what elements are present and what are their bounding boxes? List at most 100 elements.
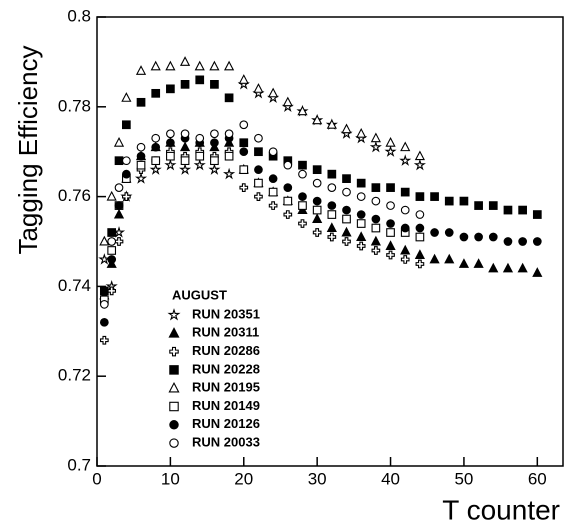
marker: [444, 228, 454, 237]
marker: [385, 136, 396, 147]
marker: [151, 156, 161, 166]
marker: [430, 228, 439, 237]
marker: [224, 93, 234, 103]
marker: [502, 262, 514, 273]
marker: [532, 267, 543, 277]
marker: [415, 223, 425, 233]
marker: [209, 60, 220, 71]
marker: [341, 226, 352, 237]
marker: [356, 192, 366, 201]
marker: [268, 87, 279, 98]
legend-label: RUN 20228: [192, 361, 260, 376]
marker: [414, 150, 425, 161]
legend-marker: [167, 308, 181, 321]
marker: [356, 127, 367, 138]
marker: [459, 196, 469, 206]
marker: [210, 129, 219, 139]
marker: [369, 140, 382, 153]
marker: [532, 210, 542, 219]
marker: [371, 196, 381, 206]
marker: [151, 88, 161, 98]
marker: [400, 244, 411, 255]
marker: [386, 228, 395, 237]
marker: [400, 141, 411, 152]
marker: [298, 219, 307, 228]
marker: [415, 259, 425, 269]
marker: [283, 160, 293, 170]
marker: [166, 129, 175, 139]
marker: [444, 253, 455, 264]
x-tick-label: 40: [381, 469, 400, 488]
marker: [238, 74, 249, 84]
marker: [114, 183, 124, 192]
marker: [223, 167, 236, 180]
marker: [342, 214, 351, 224]
marker: [210, 80, 219, 89]
legend-title: AUGUST: [172, 287, 227, 302]
marker: [371, 183, 381, 192]
marker: [356, 178, 366, 188]
marker: [312, 178, 322, 188]
marker: [107, 237, 117, 246]
marker: [178, 163, 192, 175]
marker: [210, 138, 219, 148]
marker: [384, 145, 397, 157]
marker: [371, 214, 381, 224]
marker: [208, 163, 221, 175]
marker: [268, 187, 278, 197]
marker: [327, 210, 337, 219]
marker: [99, 286, 109, 296]
marker: [254, 133, 263, 143]
marker: [180, 80, 190, 89]
marker: [114, 237, 124, 246]
marker: [121, 92, 132, 102]
marker: [415, 210, 425, 219]
marker: [239, 183, 249, 192]
marker: [429, 253, 440, 264]
marker: [151, 133, 161, 143]
marker: [239, 165, 249, 175]
marker: [400, 223, 410, 233]
marker: [166, 84, 175, 94]
marker: [503, 205, 513, 215]
marker: [370, 235, 381, 246]
marker: [458, 258, 470, 268]
marker: [136, 142, 146, 152]
y-axis-label: Tagging Efficiency: [13, 45, 43, 254]
marker: [342, 174, 351, 183]
marker: [224, 60, 235, 71]
marker: [99, 235, 110, 246]
marker: [239, 138, 249, 148]
marker: [327, 201, 337, 210]
x-tick-label: 10: [161, 469, 180, 488]
marker: [114, 156, 124, 166]
legend-label: RUN 20126: [192, 416, 260, 431]
legend-marker: [168, 327, 180, 338]
x-tick-label: 60: [528, 469, 547, 488]
marker: [254, 192, 263, 201]
x-axis-label: T counter: [442, 494, 560, 525]
marker: [297, 105, 308, 116]
x-tick-label: 0: [92, 469, 101, 488]
marker: [268, 174, 278, 183]
marker: [151, 142, 161, 152]
y-tick-label: 0.76: [58, 186, 91, 205]
marker: [195, 133, 205, 143]
marker: [254, 165, 263, 175]
marker: [107, 286, 117, 296]
marker: [459, 232, 469, 242]
marker: [312, 205, 322, 215]
marker: [517, 262, 528, 273]
marker: [254, 147, 263, 157]
marker: [298, 169, 307, 179]
marker: [474, 201, 483, 210]
marker: [122, 169, 131, 179]
marker: [195, 75, 205, 85]
legend-marker: [169, 438, 179, 448]
marker: [122, 156, 131, 166]
marker: [166, 138, 175, 148]
marker: [193, 158, 206, 171]
marker: [114, 201, 124, 210]
marker: [106, 190, 117, 201]
